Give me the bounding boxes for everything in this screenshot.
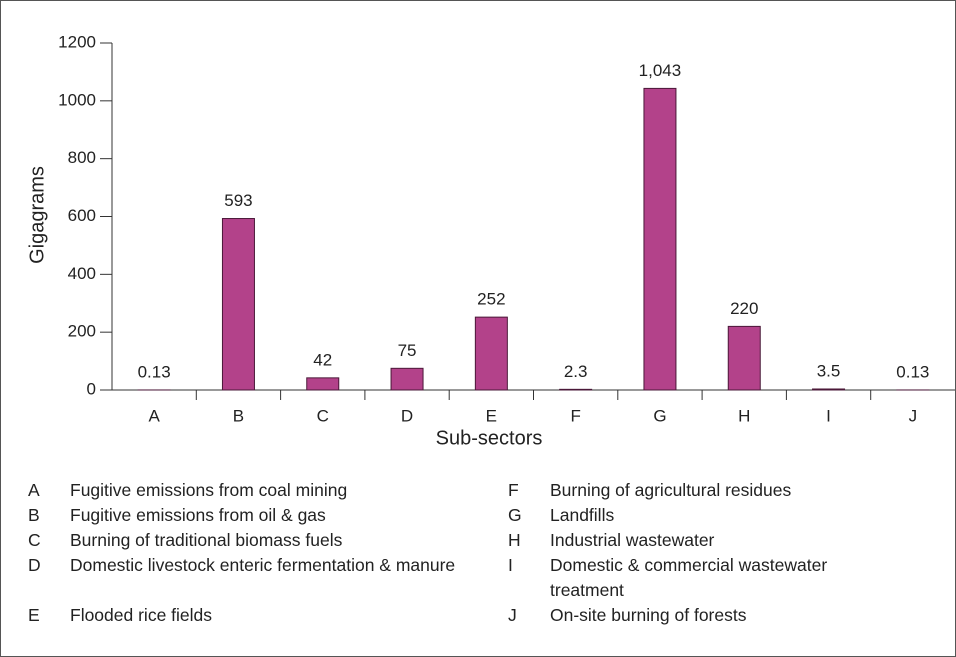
legend-letter: A xyxy=(28,480,40,500)
legend-item: D Domestic livestock enteric fermentation… xyxy=(28,553,455,578)
legend-letter: J xyxy=(508,605,517,625)
x-tick-label: C xyxy=(317,406,329,425)
y-tick-label: 400 xyxy=(68,264,96,283)
legend-text: Fugitive emissions from coal mining xyxy=(70,480,348,500)
legend-item: I Domestic & commercial wastewater treatm… xyxy=(508,553,827,600)
data-label: 0.13 xyxy=(138,362,171,381)
legend-letter: D xyxy=(28,555,41,575)
y-tick-label: 0 xyxy=(87,379,96,398)
y-tick-label: 1200 xyxy=(58,32,96,51)
x-tick-label: J xyxy=(909,406,918,425)
legend-letter: B xyxy=(28,505,40,525)
y-tick-label: 1000 xyxy=(58,90,96,109)
bar xyxy=(727,325,761,391)
data-label: 1,043 xyxy=(639,61,682,80)
bar xyxy=(306,377,340,391)
legend-letter: F xyxy=(508,480,519,500)
x-tick-label: F xyxy=(570,406,580,425)
x-tick-label: D xyxy=(401,406,413,425)
bar xyxy=(643,87,677,391)
legend-text: Domestic & commercial wastewater treatme… xyxy=(550,555,828,600)
legend-text: Burning of agricultural residues xyxy=(550,480,792,500)
x-tick-label: B xyxy=(233,406,244,425)
data-label: 42 xyxy=(313,350,332,369)
bar xyxy=(559,388,593,391)
legend-text: Domestic livestock enteric fermentation … xyxy=(70,555,456,575)
data-label: 3.5 xyxy=(817,361,841,380)
x-tick-label: I xyxy=(826,406,831,425)
x-tick-label: A xyxy=(148,406,160,425)
y-axis-label: Gigagrams xyxy=(26,166,48,264)
legend-item: H Industrial wastewater xyxy=(508,528,714,553)
legend-text: Landfills xyxy=(550,505,615,525)
bar xyxy=(812,388,846,391)
y-tick-label: 800 xyxy=(68,148,96,167)
bar xyxy=(474,316,508,391)
x-tick-label: E xyxy=(486,406,497,425)
legend-text: Industrial wastewater xyxy=(550,530,715,550)
legend-item: B Fugitive emissions from oil & gas xyxy=(28,503,326,528)
legend-item: G Landfills xyxy=(508,503,614,528)
data-label: 220 xyxy=(730,299,758,318)
legend-text: Flooded rice fields xyxy=(70,605,213,625)
legend-item: J On-site burning of forests xyxy=(508,603,746,628)
legend-text: On-site burning of forests xyxy=(550,605,747,625)
legend-letter: G xyxy=(508,505,522,525)
bar xyxy=(390,367,424,391)
legend-item: A Fugitive emissions from coal mining xyxy=(28,478,347,503)
data-label: 2.3 xyxy=(564,362,588,381)
legend-letter: E xyxy=(28,605,40,625)
bar xyxy=(221,218,255,391)
x-tick-label: G xyxy=(653,406,666,425)
data-label: 252 xyxy=(477,290,505,309)
x-axis-label: Sub-sectors xyxy=(436,427,543,449)
legend-item: E Flooded rice fields xyxy=(28,603,212,628)
x-tick-label: H xyxy=(738,406,750,425)
data-label: 593 xyxy=(224,191,252,210)
data-label: 0.13 xyxy=(896,362,929,381)
legend-item: C Burning of traditional biomass fuels xyxy=(28,528,342,553)
legend-text: Fugitive emissions from oil & gas xyxy=(70,505,326,525)
legend-letter: H xyxy=(508,530,521,550)
data-label: 75 xyxy=(398,341,417,360)
legend-text: Burning of traditional biomass fuels xyxy=(70,530,343,550)
y-tick-label: 200 xyxy=(68,322,96,341)
legend-item: F Burning of agricultural residues xyxy=(508,478,791,503)
legend-letter: I xyxy=(508,555,513,575)
y-tick-label: 600 xyxy=(68,206,96,225)
legend-letter: C xyxy=(28,530,41,550)
